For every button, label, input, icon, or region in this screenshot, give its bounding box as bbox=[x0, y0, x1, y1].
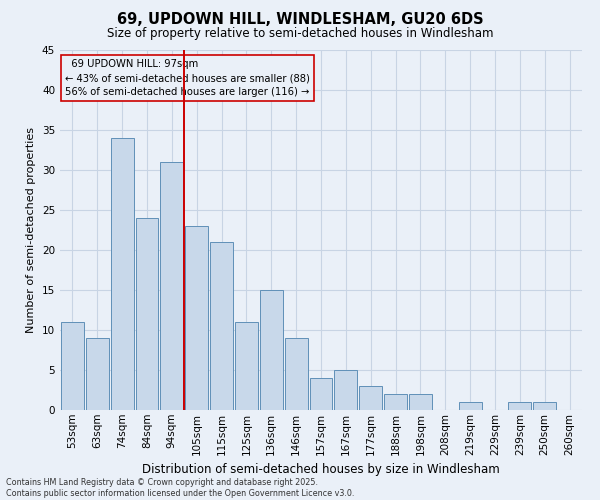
Y-axis label: Number of semi-detached properties: Number of semi-detached properties bbox=[26, 127, 37, 333]
Text: 69 UPDOWN HILL: 97sqm
← 43% of semi-detached houses are smaller (88)
56% of semi: 69 UPDOWN HILL: 97sqm ← 43% of semi-deta… bbox=[65, 59, 310, 97]
Bar bbox=[61, 322, 84, 410]
Bar bbox=[111, 138, 134, 410]
Bar bbox=[86, 338, 109, 410]
Bar bbox=[359, 386, 382, 410]
Bar bbox=[185, 226, 208, 410]
Bar bbox=[459, 402, 482, 410]
Bar bbox=[285, 338, 308, 410]
Bar bbox=[409, 394, 432, 410]
Bar bbox=[508, 402, 531, 410]
Text: Size of property relative to semi-detached houses in Windlesham: Size of property relative to semi-detach… bbox=[107, 28, 493, 40]
Bar bbox=[334, 370, 357, 410]
Text: 69, UPDOWN HILL, WINDLESHAM, GU20 6DS: 69, UPDOWN HILL, WINDLESHAM, GU20 6DS bbox=[116, 12, 484, 28]
Bar bbox=[160, 162, 183, 410]
Bar bbox=[384, 394, 407, 410]
Text: Contains HM Land Registry data © Crown copyright and database right 2025.
Contai: Contains HM Land Registry data © Crown c… bbox=[6, 478, 355, 498]
Bar bbox=[235, 322, 258, 410]
X-axis label: Distribution of semi-detached houses by size in Windlesham: Distribution of semi-detached houses by … bbox=[142, 463, 500, 476]
Bar bbox=[533, 402, 556, 410]
Bar bbox=[136, 218, 158, 410]
Bar bbox=[210, 242, 233, 410]
Bar bbox=[260, 290, 283, 410]
Bar bbox=[310, 378, 332, 410]
